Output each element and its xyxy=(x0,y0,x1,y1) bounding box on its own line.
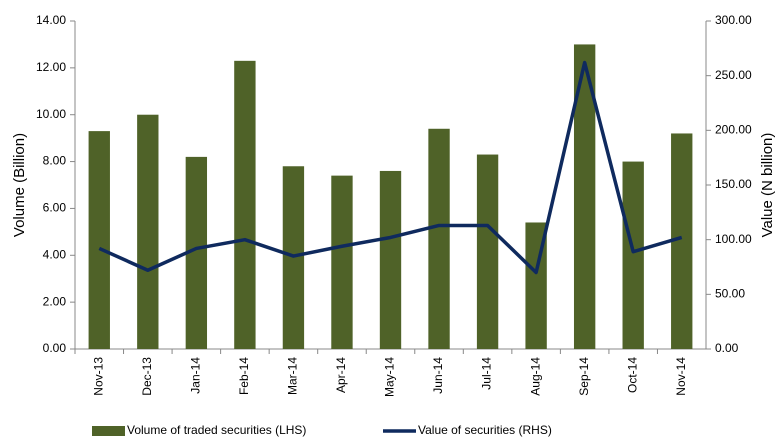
x-tick-label: May-14 xyxy=(383,357,397,397)
y2-tick-label: 200.00 xyxy=(715,123,752,137)
bar xyxy=(428,128,450,349)
y-tick-label: 6.00 xyxy=(43,201,67,215)
x-tick-label: Oct-14 xyxy=(625,357,639,393)
y-tick-label: 10.00 xyxy=(36,107,66,121)
x-tick-label: Feb-14 xyxy=(237,357,251,395)
y2-tick-label: 50.00 xyxy=(715,287,745,301)
legend-swatch xyxy=(92,426,125,436)
y2-axis-label: Value (N billion) xyxy=(759,133,776,238)
bar xyxy=(137,114,159,349)
bar xyxy=(234,60,256,349)
y2-tick-label: 250.00 xyxy=(715,68,752,82)
x-tick-label: Jun-14 xyxy=(431,357,445,394)
y-tick-label: 12.00 xyxy=(36,60,66,74)
x-tick-label: Mar-14 xyxy=(286,357,300,395)
y2-tick-label: 150.00 xyxy=(715,177,752,191)
legend-label: Value of securities (RHS) xyxy=(418,423,552,437)
x-tick-label: Aug-14 xyxy=(528,357,542,396)
y-tick-label: 14.00 xyxy=(36,13,66,27)
line xyxy=(98,60,683,275)
bar xyxy=(88,131,110,349)
x-tick-label: Apr-14 xyxy=(334,357,348,393)
y-tick-label: 2.00 xyxy=(43,294,67,308)
x-tick-label: Nov-13 xyxy=(91,357,105,396)
y2-tick-label: 0.00 xyxy=(715,341,739,355)
x-tick-label: Nov-14 xyxy=(674,357,688,396)
bar xyxy=(622,161,644,349)
bar xyxy=(379,170,402,349)
x-tick-label: Dec-13 xyxy=(140,357,154,396)
bar xyxy=(671,133,693,349)
x-tick-label: Sep-14 xyxy=(577,357,591,396)
x-tick-label: Jan-14 xyxy=(189,357,203,394)
legend-label: Volume of traded securities (LHS) xyxy=(127,423,306,437)
bar xyxy=(476,154,499,349)
y-tick-label: 0.00 xyxy=(43,341,67,355)
y-tick-label: 8.00 xyxy=(43,154,67,168)
bar xyxy=(331,175,353,349)
y-axis-label: Volume (Billion) xyxy=(11,133,28,237)
x-tick-label: Jul-14 xyxy=(480,357,494,390)
y-tick-label: 4.00 xyxy=(43,247,67,261)
y2-tick-label: 100.00 xyxy=(715,232,752,246)
bar xyxy=(185,156,208,349)
y2-tick-label: 300.00 xyxy=(715,13,752,27)
bar xyxy=(573,44,596,350)
